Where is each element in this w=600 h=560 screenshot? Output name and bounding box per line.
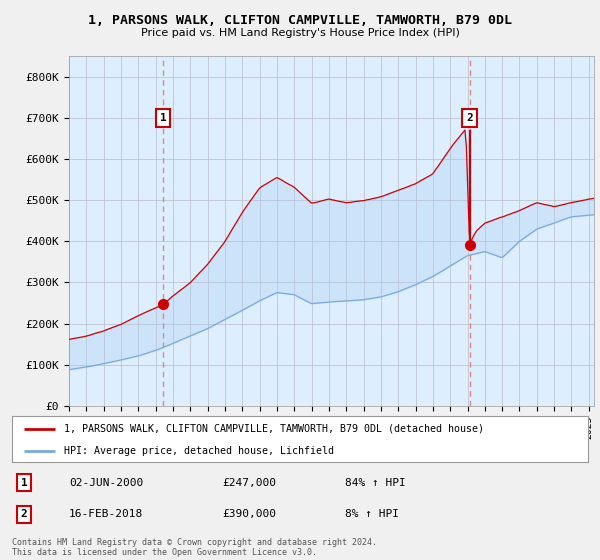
Text: 16-FEB-2018: 16-FEB-2018 bbox=[69, 509, 143, 519]
Text: HPI: Average price, detached house, Lichfield: HPI: Average price, detached house, Lich… bbox=[64, 446, 334, 455]
Text: Price paid vs. HM Land Registry's House Price Index (HPI): Price paid vs. HM Land Registry's House … bbox=[140, 28, 460, 38]
Text: 1: 1 bbox=[20, 478, 28, 488]
Text: 1, PARSONS WALK, CLIFTON CAMPVILLE, TAMWORTH, B79 0DL (detached house): 1, PARSONS WALK, CLIFTON CAMPVILLE, TAMW… bbox=[64, 424, 484, 434]
Text: £247,000: £247,000 bbox=[222, 478, 276, 488]
Text: 02-JUN-2000: 02-JUN-2000 bbox=[69, 478, 143, 488]
Text: £390,000: £390,000 bbox=[222, 509, 276, 519]
Text: 2: 2 bbox=[20, 509, 28, 519]
Text: Contains HM Land Registry data © Crown copyright and database right 2024.
This d: Contains HM Land Registry data © Crown c… bbox=[12, 538, 377, 557]
Text: 1: 1 bbox=[160, 113, 166, 123]
Text: 2: 2 bbox=[466, 113, 473, 123]
Text: 1, PARSONS WALK, CLIFTON CAMPVILLE, TAMWORTH, B79 0DL: 1, PARSONS WALK, CLIFTON CAMPVILLE, TAMW… bbox=[88, 14, 512, 27]
Text: 8% ↑ HPI: 8% ↑ HPI bbox=[345, 509, 399, 519]
Text: 84% ↑ HPI: 84% ↑ HPI bbox=[345, 478, 406, 488]
